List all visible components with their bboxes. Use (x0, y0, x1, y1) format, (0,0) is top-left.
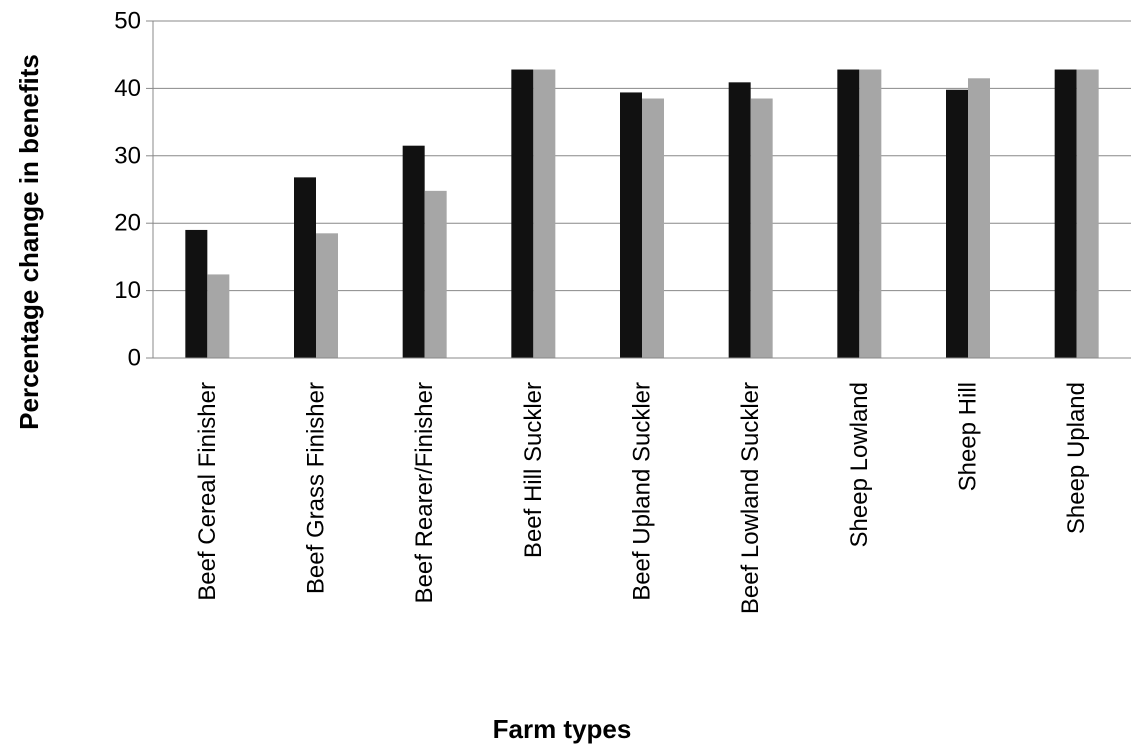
category-label: Beef Lowland Suckler (737, 382, 764, 614)
bar-series-1 (294, 177, 316, 358)
bar-series-1 (620, 92, 642, 358)
category-label: Beef Cereal Finisher (194, 382, 221, 601)
bar-series-1 (511, 69, 534, 358)
category-label: Beef Hill Suckler (520, 382, 547, 558)
y-axis-title: Percentage change in benefits (14, 54, 44, 430)
bar-series-2 (642, 98, 664, 358)
category-label: Sheep Hill (955, 382, 982, 491)
bar-series-2 (859, 69, 882, 358)
bar-series-1 (1054, 69, 1077, 358)
bar-series-1 (402, 145, 425, 358)
bar-series-2 (316, 233, 338, 358)
bar-series-2 (207, 274, 230, 358)
bar-series-1 (946, 89, 968, 359)
y-tick-label: 20 (114, 210, 141, 237)
category-label: Beef Upland Suckler (629, 382, 656, 601)
bar-series-2 (424, 190, 447, 358)
category-label: Sheep Lowland (846, 382, 873, 547)
category-label: Sheep Upland (1063, 382, 1090, 534)
y-tick-label: 10 (114, 277, 141, 304)
y-tick-label: 30 (114, 142, 141, 169)
category-label: Beef Rearer/Finisher (411, 382, 438, 603)
y-tick-labels: 0 10 20 30 40 50 (114, 8, 141, 372)
category-label: Beef Grass Finisher (303, 382, 330, 594)
bar-series-1 (728, 82, 751, 359)
x-axis-title: Farm types (493, 714, 632, 744)
axes (152, 21, 1131, 359)
bars (185, 69, 1099, 359)
y-tick-label: 40 (114, 75, 141, 102)
category-labels: Beef Cereal Finisher Beef Grass Finisher B… (194, 382, 1090, 614)
bar-series-2 (750, 98, 773, 358)
y-tick-label: 50 (114, 8, 141, 35)
bar-series-2 (968, 78, 990, 358)
bar-series-1 (837, 69, 860, 358)
bar-series-1 (185, 229, 208, 358)
bar-series-2 (533, 69, 556, 358)
bar-series-2 (1076, 69, 1099, 358)
y-tick-label: 0 (128, 345, 141, 372)
